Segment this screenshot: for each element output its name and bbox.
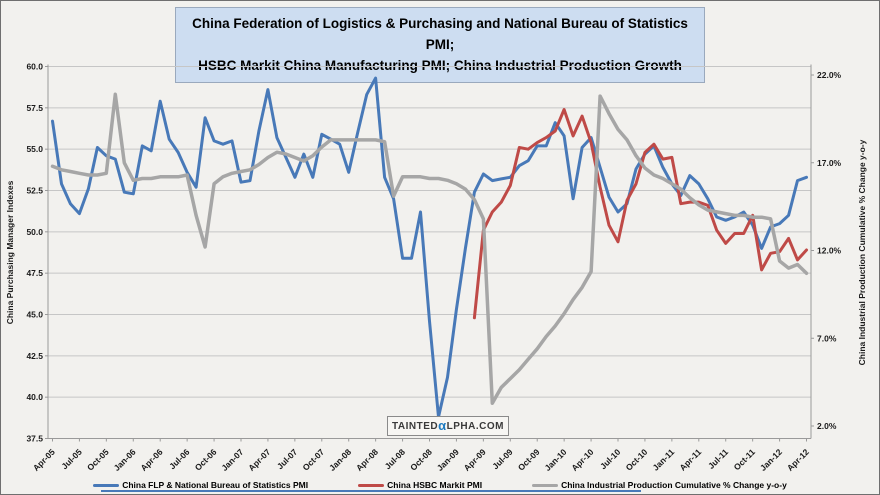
svg-text:Apr-11: Apr-11	[677, 447, 703, 473]
legend-item-nbs-pmi: China FLP & National Bureau of Statistic…	[93, 480, 308, 490]
svg-text:Oct-10: Oct-10	[624, 447, 650, 473]
svg-text:Jul-11: Jul-11	[706, 447, 730, 471]
svg-text:Oct-09: Oct-09	[516, 447, 542, 473]
legend-item-hsbc-pmi: China HSBC Markit PMI	[358, 480, 482, 490]
svg-text:Jul-07: Jul-07	[275, 447, 300, 472]
watermark-text-before: TAINTED	[392, 421, 439, 432]
svg-text:Jan-09: Jan-09	[435, 447, 461, 473]
svg-text:Jul-08: Jul-08	[383, 447, 408, 472]
legend-swatch-red-line	[358, 483, 385, 487]
svg-text:45.0: 45.0	[26, 310, 43, 320]
svg-text:Jan-08: Jan-08	[327, 447, 353, 473]
svg-text:Jan-12: Jan-12	[758, 447, 784, 473]
watermark-taintedalpha: TAINTEDαLPHA.COM	[387, 416, 509, 436]
svg-text:Jul-10: Jul-10	[598, 447, 623, 472]
svg-text:55.0: 55.0	[26, 144, 43, 154]
svg-text:37.5: 37.5	[26, 434, 43, 444]
svg-text:57.5: 57.5	[26, 103, 43, 113]
svg-text:Oct-08: Oct-08	[408, 447, 434, 473]
legend-item-industrial-production: China Industrial Production Cumulative %…	[532, 480, 787, 490]
svg-text:50.0: 50.0	[26, 227, 43, 237]
svg-text:Oct-07: Oct-07	[300, 447, 326, 473]
bottom-accent-rule	[101, 490, 641, 492]
svg-text:2.0%: 2.0%	[817, 421, 837, 431]
legend-label-hsbc-pmi: China HSBC Markit PMI	[387, 480, 483, 490]
series-line-industrial_production	[50, 92, 809, 405]
legend-label-industrial-production: China Industrial Production Cumulative %…	[561, 480, 787, 490]
svg-text:47.5: 47.5	[26, 268, 43, 278]
svg-text:Apr-10: Apr-10	[569, 447, 595, 473]
svg-text:42.5: 42.5	[26, 351, 43, 361]
chart-title-line1: China Federation of Logistics & Purchasi…	[192, 16, 688, 52]
chart-title: China Federation of Logistics & Purchasi…	[175, 7, 705, 83]
svg-text:Jul-06: Jul-06	[167, 447, 192, 472]
svg-text:22.0%: 22.0%	[817, 70, 842, 80]
svg-text:40.0: 40.0	[26, 392, 43, 402]
svg-text:Jul-09: Jul-09	[490, 447, 515, 472]
right-axis-title: China Industrial Production Cumulative %…	[857, 139, 867, 365]
series-line-nbs_pmi	[51, 76, 808, 419]
svg-text:Oct-06: Oct-06	[193, 447, 219, 473]
svg-text:Apr-06: Apr-06	[139, 447, 165, 473]
svg-text:Apr-05: Apr-05	[31, 447, 57, 473]
legend-swatch-blue-line	[93, 483, 120, 487]
svg-text:60.0: 60.0	[26, 62, 43, 72]
chart-title-line2: HSBC Markit China Manufacturing PMI; Chi…	[198, 58, 682, 73]
svg-text:Jan-06: Jan-06	[112, 447, 138, 473]
series-line-hsbc_pmi	[472, 108, 808, 320]
svg-text:7.0%: 7.0%	[817, 333, 837, 343]
svg-text:Apr-07: Apr-07	[246, 447, 272, 473]
svg-text:Apr-08: Apr-08	[354, 447, 380, 473]
legend-swatch-gray-line	[532, 483, 559, 487]
svg-text:Oct-05: Oct-05	[85, 447, 111, 473]
svg-text:17.0%: 17.0%	[817, 158, 842, 168]
svg-text:12.0%: 12.0%	[817, 246, 842, 256]
svg-text:Apr-09: Apr-09	[462, 447, 488, 473]
watermark-alpha-icon: α	[438, 418, 447, 433]
svg-text:Apr-12: Apr-12	[785, 447, 811, 473]
legend-label-nbs-pmi: China FLP & National Bureau of Statistic…	[122, 480, 309, 490]
svg-text:Jan-07: Jan-07	[219, 447, 245, 473]
svg-text:Oct-11: Oct-11	[732, 447, 758, 473]
chart-legend: China FLP & National Bureau of Statistic…	[1, 480, 879, 490]
watermark-text-after: LPHA.COM	[446, 421, 504, 432]
svg-text:Jul-05: Jul-05	[59, 447, 84, 472]
svg-text:Jan-11: Jan-11	[650, 447, 676, 473]
svg-text:52.5: 52.5	[26, 186, 43, 196]
left-axis-title: China Purchasing Manager Indexes	[5, 180, 15, 324]
svg-text:Jan-10: Jan-10	[542, 447, 568, 473]
